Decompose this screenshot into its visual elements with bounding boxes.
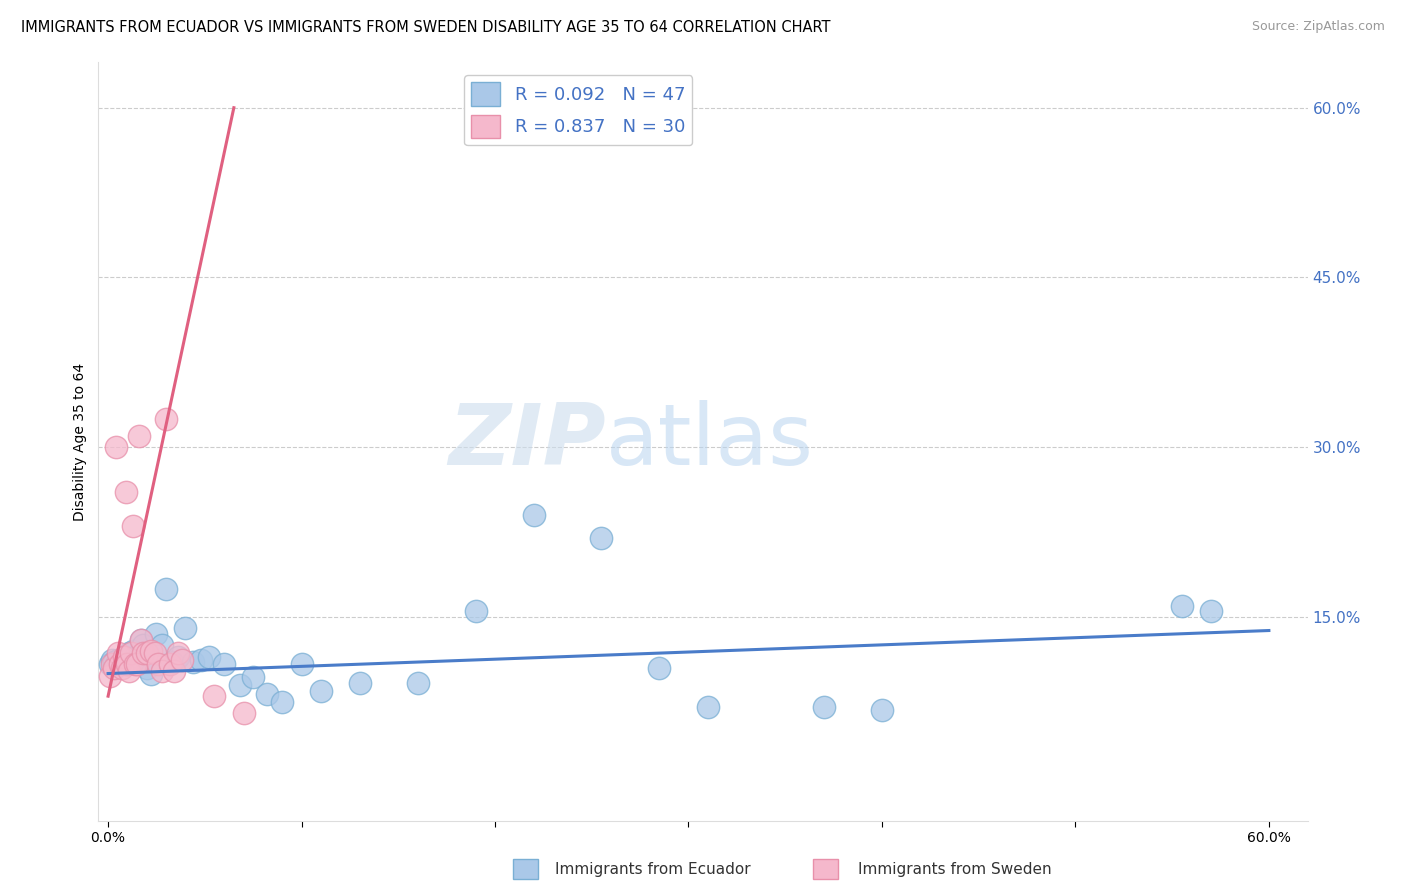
Point (148, 657, 170, 672)
Point (1199, 604, 1222, 618)
Point (108, 655, 131, 669)
Point (174, 621, 197, 635)
Point (591, 531, 613, 545)
Point (127, 655, 149, 669)
Point (163, 665, 186, 679)
Point (112, 653, 135, 667)
Point (132, 646, 155, 660)
Text: Immigrants from Ecuador: Immigrants from Ecuador (555, 863, 751, 877)
Point (122, 644, 145, 658)
Point (150, 665, 173, 679)
Point (120, 646, 142, 660)
Point (150, 638, 173, 652)
Point (98, 657, 121, 672)
Point (159, 657, 181, 672)
Point (170, 653, 193, 667)
Text: atlas: atlas (606, 400, 814, 483)
Point (349, 675, 371, 690)
Point (129, 632, 152, 647)
Point (181, 655, 204, 669)
Text: IMMIGRANTS FROM ECUADOR VS IMMIGRANTS FROM SWEDEN DISABILITY AGE 35 TO 64 CORREL: IMMIGRANTS FROM ECUADOR VS IMMIGRANTS FR… (21, 20, 831, 35)
Point (1171, 599, 1194, 613)
Point (128, 649, 150, 664)
Point (108, 657, 131, 672)
Point (101, 657, 124, 672)
Point (114, 649, 136, 664)
Point (107, 646, 129, 660)
Point (118, 665, 141, 679)
Point (309, 683, 332, 698)
Point (190, 653, 212, 667)
Point (129, 632, 152, 647)
Point (127, 657, 149, 672)
Point (114, 485, 136, 500)
Point (204, 689, 226, 703)
Point (242, 670, 264, 684)
Text: Immigrants from Sweden: Immigrants from Sweden (858, 863, 1052, 877)
Point (103, 661, 125, 675)
Point (870, 703, 893, 717)
Point (464, 604, 486, 618)
Point (112, 649, 135, 664)
Point (98, 669, 121, 683)
Point (139, 666, 162, 681)
Point (135, 646, 157, 660)
Point (145, 627, 167, 641)
Point (104, 440, 127, 454)
Point (648, 661, 671, 675)
Point (271, 695, 294, 709)
Text: ZIP: ZIP (449, 400, 606, 483)
Point (212, 657, 235, 672)
Point (111, 657, 134, 672)
Point (128, 429, 150, 443)
Y-axis label: Disability Age 35 to 64: Disability Age 35 to 64 (73, 362, 87, 521)
Legend: R = 0.092   N = 47, R = 0.837   N = 30: R = 0.092 N = 47, R = 0.837 N = 30 (464, 75, 692, 145)
Point (155, 412, 177, 426)
Point (107, 653, 129, 667)
Point (104, 657, 127, 672)
Point (139, 644, 162, 658)
Point (228, 678, 250, 692)
Point (290, 657, 312, 672)
Point (103, 655, 125, 669)
Point (111, 661, 134, 675)
Point (120, 653, 142, 667)
Point (135, 661, 157, 675)
Point (197, 649, 219, 664)
Point (406, 675, 429, 690)
Point (132, 638, 155, 652)
Point (122, 519, 145, 533)
Point (813, 700, 835, 714)
Point (101, 653, 124, 667)
Point (160, 655, 183, 669)
Point (523, 508, 546, 522)
Point (124, 657, 146, 672)
Point (143, 646, 166, 660)
Point (232, 706, 254, 720)
Point (117, 657, 139, 672)
Point (166, 646, 188, 660)
Point (117, 657, 139, 672)
Point (118, 646, 141, 660)
Point (124, 649, 146, 664)
Point (696, 700, 718, 714)
Point (166, 649, 188, 664)
Text: Source: ZipAtlas.com: Source: ZipAtlas.com (1251, 20, 1385, 33)
Point (155, 582, 177, 596)
Point (256, 687, 278, 701)
